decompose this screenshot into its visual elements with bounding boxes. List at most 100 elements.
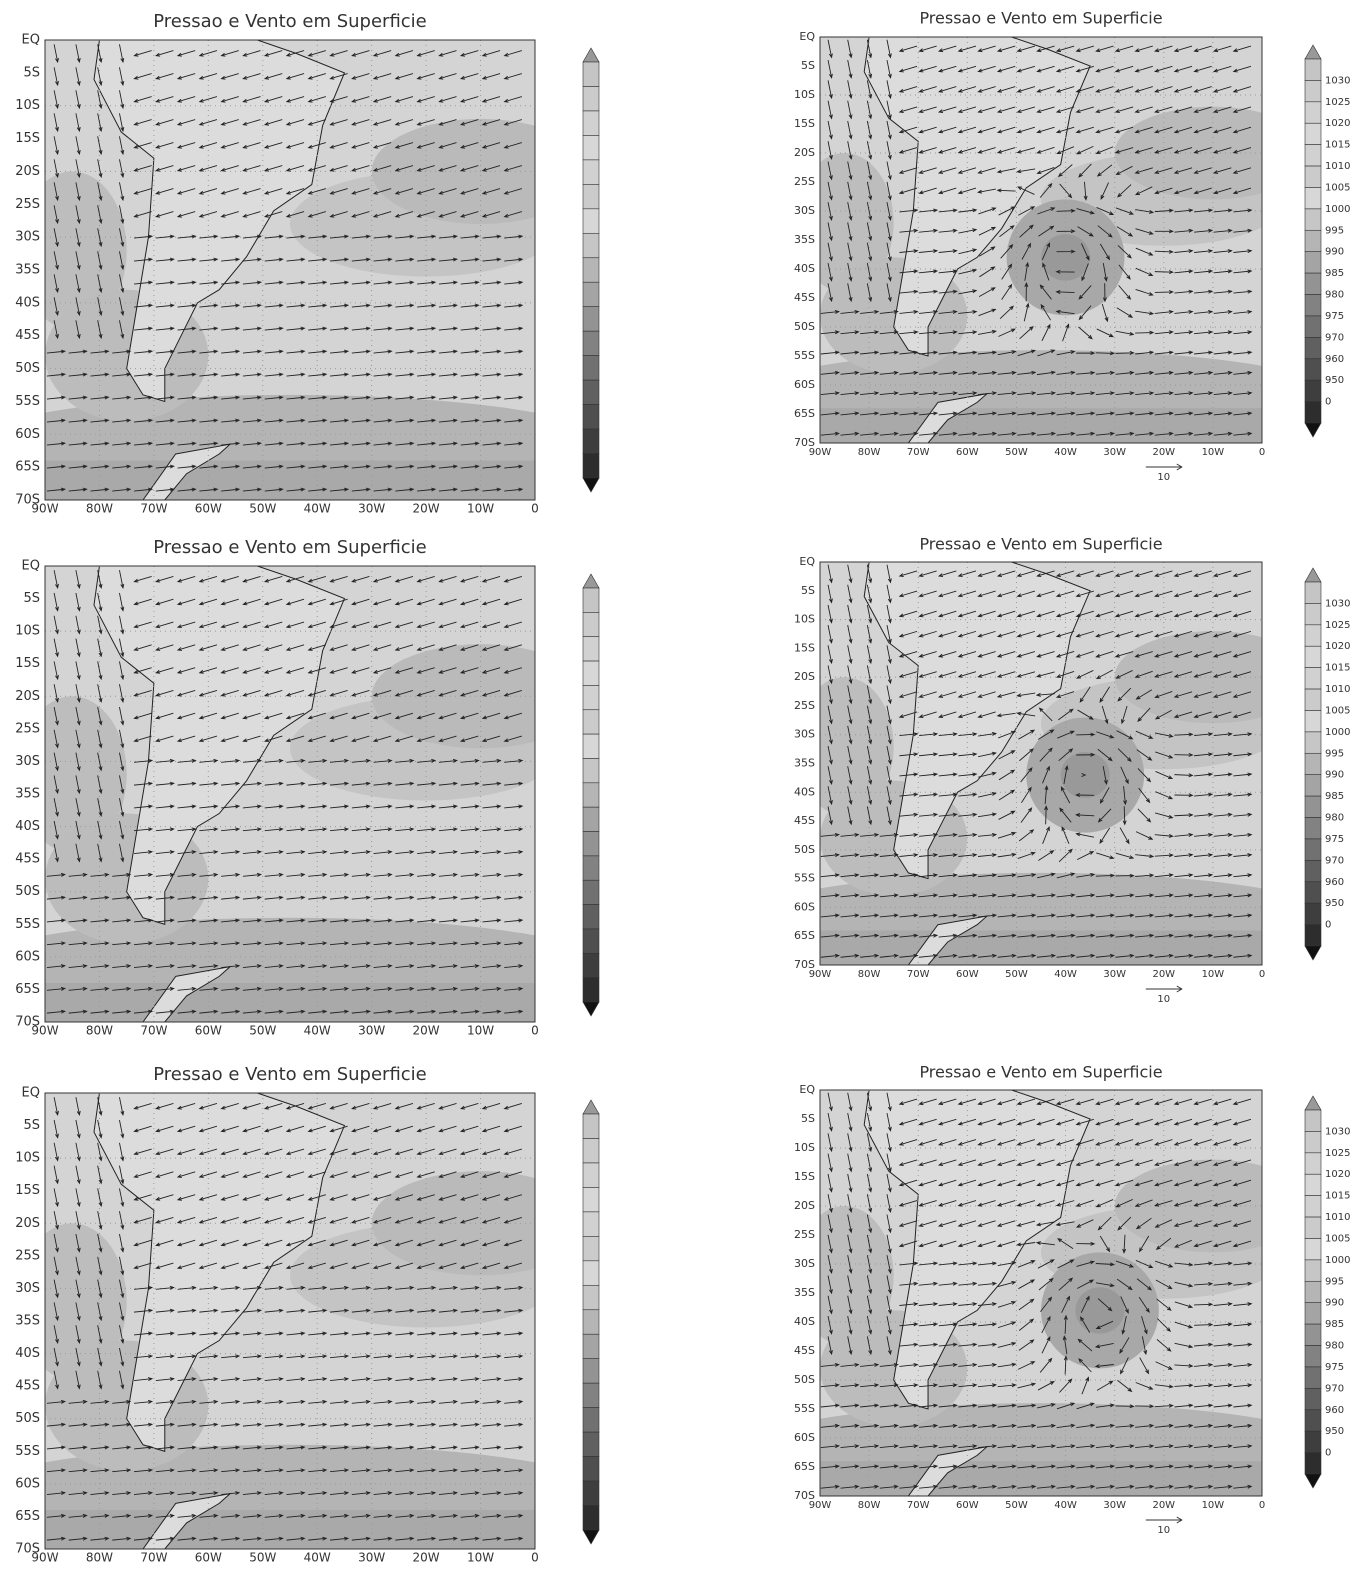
y-tick-label: 15S [15,131,40,146]
colorbar-segment [583,1212,599,1236]
colorbar-segment [583,1457,599,1481]
y-tick-label: EQ [22,559,40,574]
panel-title: Pressao e Vento em Superficie [919,535,1162,554]
colorbar-segment [1305,689,1321,710]
y-tick-label: 30S [15,230,40,245]
colorbar-segment [583,880,599,904]
colorbar-label: 970 [1325,1383,1344,1394]
colorbar-label: 1000 [1325,204,1350,215]
colorbar-segment [1305,123,1321,144]
y-tick-label: 45S [794,291,815,304]
colorbar-segment [583,1261,599,1285]
colorbar-top [1305,568,1321,582]
y-tick-label: EQ [22,1086,40,1101]
y-tick-label: 45S [15,1379,40,1394]
x-tick-label: 40W [304,1024,331,1038]
panel-title: Pressao e Vento em Superficie [153,11,427,32]
colorbar-segment [1305,1367,1321,1388]
colorbar-segment [583,209,599,233]
y-tick-label: 10S [794,1141,815,1154]
colorbar-label: 1025 [1325,97,1350,108]
x-tick-label: 50W [1005,969,1028,980]
colorbar-segment [1305,903,1321,924]
y-tick-label: 25S [15,197,40,212]
x-tick-label: 50W [1005,447,1028,458]
x-tick-label: 90W [809,447,832,458]
x-tick-label: 0 [531,1024,539,1038]
colorbar-segment [1305,337,1321,358]
y-tick-label: 50S [15,884,40,899]
colorbar-label: 960 [1325,877,1344,888]
colorbar-top [583,48,599,62]
colorbar-label: 995 [1325,748,1344,759]
colorbar-label: 0 [1325,920,1331,931]
x-tick-label: 70W [140,1024,167,1038]
panel-title: Pressao e Vento em Superficie [919,9,1162,28]
x-tick-label: 70W [907,969,930,980]
colorbar-label: 1025 [1325,620,1350,631]
y-tick-label: 15S [794,117,815,130]
colorbar-segment [1305,860,1321,881]
colorbar-segment [1305,1453,1321,1474]
y-tick-label: 50S [794,843,815,856]
colorbar-segment [1305,1303,1321,1324]
y-tick-label: EQ [799,30,815,43]
y-tick-label: 55S [15,1444,40,1459]
colorbar-segment [1305,59,1321,80]
colorbar-label: 1025 [1325,1148,1350,1159]
x-tick-label: 40W [1054,969,1077,980]
colorbar-segment [583,1187,599,1211]
colorbar-label: 990 [1325,247,1344,258]
y-tick-label: 10S [794,88,815,101]
colorbar-segment [1305,646,1321,667]
colorbar-segment [1305,145,1321,166]
x-tick-label: 80W [858,1500,881,1511]
y-tick-label: 55S [794,349,815,362]
colorbar-segment [583,734,599,758]
x-tick-label: 30W [1103,447,1126,458]
colorbar-segment [1305,753,1321,774]
y-tick-label: 25S [794,175,815,188]
colorbar-label: 970 [1325,855,1344,866]
y-tick-label: 65S [794,407,815,420]
colorbar-label: 980 [1325,1341,1344,1352]
y-tick-label: 65S [15,460,40,475]
colorbar-segment [1305,796,1321,817]
colorbar-segment [1305,1388,1321,1409]
y-tick-label: 55S [794,872,815,885]
panel-title: Pressao e Vento em Superficie [919,1063,1162,1082]
colorbar-bottom [583,478,599,492]
y-tick-label: 5S [23,591,40,606]
y-tick-label: 35S [15,787,40,802]
y-tick-label: 65S [794,929,815,942]
colorbar-segment [1305,1431,1321,1452]
x-tick-label: 20W [413,502,440,516]
colorbar-label: 975 [1325,834,1344,845]
colorbar-segment [583,1138,599,1162]
panel-title: Pressao e Vento em Superficie [153,1064,427,1085]
colorbar-bottom [583,1530,599,1544]
y-tick-label: 5S [801,1112,815,1125]
colorbar-segment [583,783,599,807]
colorbar-top [1305,1096,1321,1110]
pressure-band [45,1510,535,1549]
y-tick-label: 30S [15,754,40,769]
colorbar-label: 980 [1325,813,1344,824]
colorbar-segment [1305,775,1321,796]
scale-arrow [1146,986,1182,992]
colorbar-segment [583,588,599,612]
colorbar-segment [1305,1238,1321,1259]
colorbar-segment [583,1285,599,1309]
x-tick-label: 90W [31,502,58,516]
x-tick-label: 80W [86,1024,113,1038]
x-tick-label: 10W [467,502,494,516]
y-tick-label: 35S [15,1314,40,1329]
colorbar-segment [1305,187,1321,208]
colorbar-label: 950 [1325,1426,1344,1437]
x-tick-label: 80W [86,1551,113,1565]
colorbar-segment [1305,1260,1321,1281]
y-tick-label: 5S [23,65,40,80]
x-tick-label: 50W [249,1024,276,1038]
colorbar-label: 995 [1325,1276,1344,1287]
y-tick-label: 15S [15,656,40,671]
